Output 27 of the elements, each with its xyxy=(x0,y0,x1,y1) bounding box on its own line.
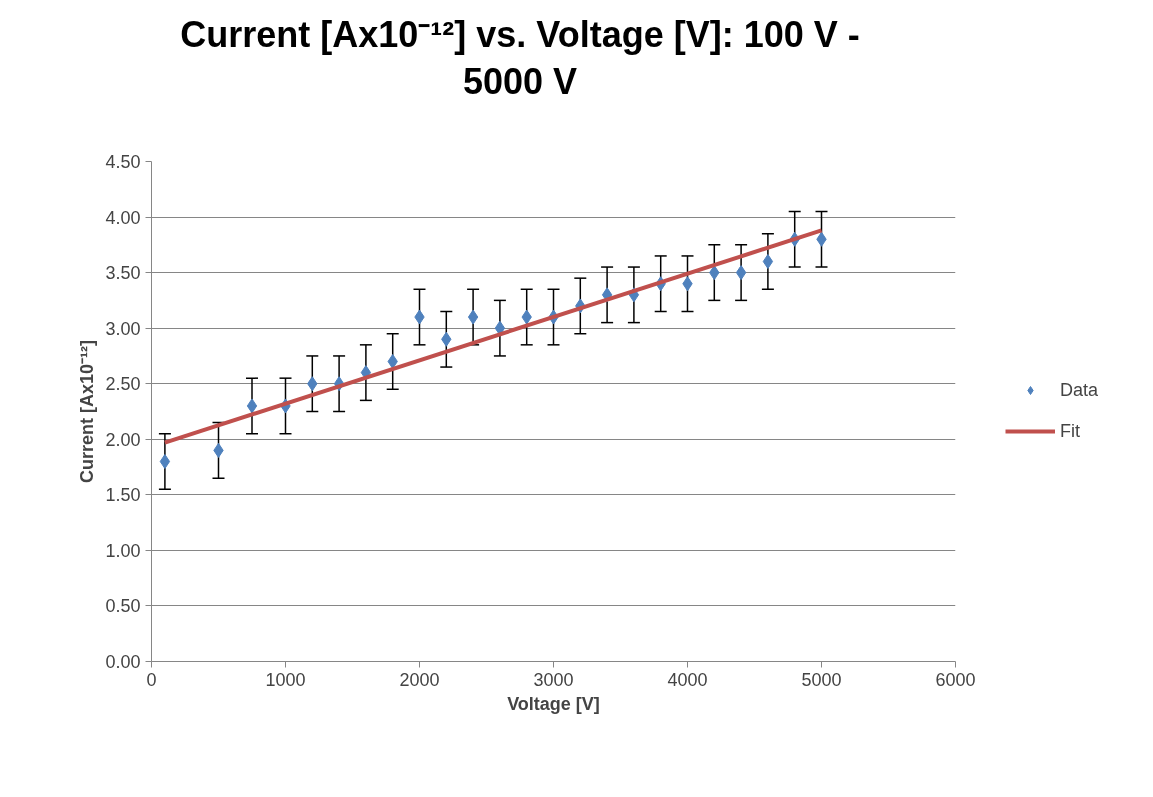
y-axis-title: Current [Ax10⁻¹²] xyxy=(77,339,98,483)
x-tick-label: 3000 xyxy=(533,669,574,690)
x-tick-label: 1000 xyxy=(265,669,306,690)
legend-label: Data xyxy=(1060,379,1099,401)
point xyxy=(762,253,774,269)
y-tick-label: 0.50 xyxy=(105,596,141,617)
y-tick-label: 4.00 xyxy=(105,207,141,228)
legend-label: Fit xyxy=(1060,420,1080,442)
x-tick-label: 0 xyxy=(146,669,157,690)
x-axis-title: Voltage [V] xyxy=(507,693,600,714)
y-tick-label: 2.50 xyxy=(105,373,141,394)
y-tick-label: 1.50 xyxy=(105,484,141,505)
y-tick-label: 0.00 xyxy=(105,651,141,672)
chart-title: Current [Ax10⁻¹²] vs. Voltage [V]: 100 V - 5000 V xyxy=(180,13,860,104)
x-tick-label: 5000 xyxy=(801,669,842,690)
point xyxy=(735,264,747,280)
y-tick-label: 4.50 xyxy=(105,151,141,172)
x-tick-label: 6000 xyxy=(935,669,976,690)
y-tick-label: 1.00 xyxy=(105,540,141,561)
point xyxy=(246,398,258,414)
y-tick-label: 3.50 xyxy=(105,262,141,283)
point xyxy=(159,453,171,469)
point xyxy=(467,309,479,325)
x-tick-label: 4000 xyxy=(667,669,708,690)
x-tick-label: 2000 xyxy=(399,669,440,690)
y-tick-label: 2.00 xyxy=(105,429,141,450)
y-tick-label: 3.00 xyxy=(105,318,141,339)
